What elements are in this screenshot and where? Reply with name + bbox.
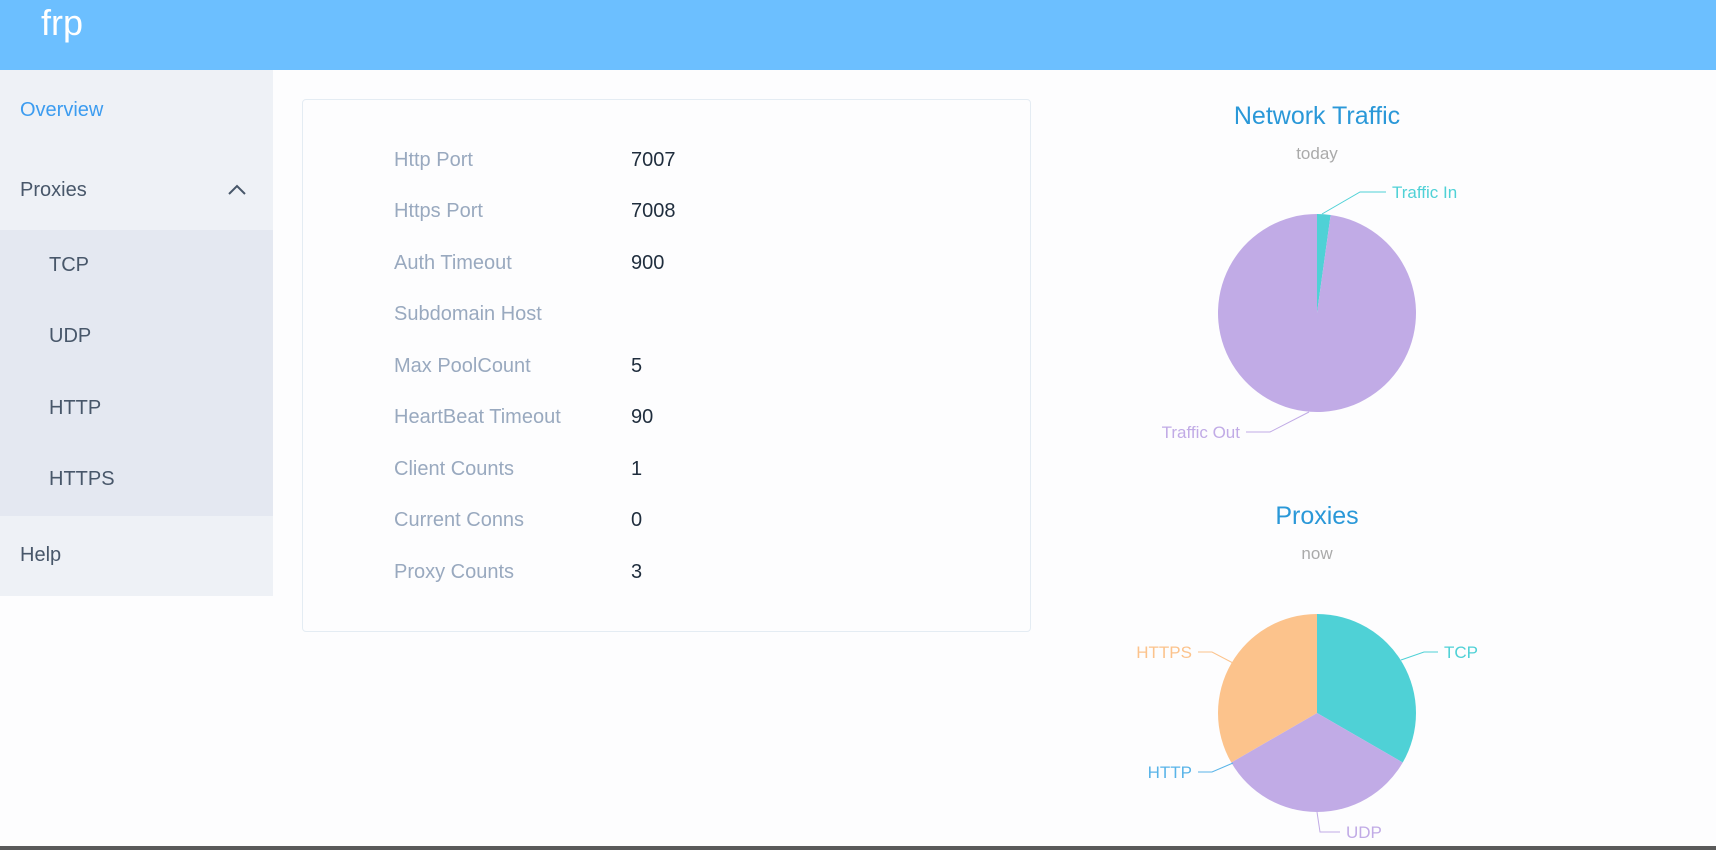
pie-slice-tcp[interactable] (1317, 614, 1417, 763)
pie-label-traffic-in: Traffic In (1392, 183, 1457, 202)
info-label: Max PoolCount (394, 355, 531, 377)
top-navbar: frp (0, 0, 1716, 70)
sidebar-item-proxies[interactable]: Proxies (0, 154, 273, 226)
server-info-card: Http Port 7007 Https Port 7008 Auth Time… (302, 99, 1031, 632)
info-row-https-port: Https Port 7008 (303, 200, 1032, 230)
info-label: Auth Timeout (394, 252, 512, 274)
proxies-submenu: TCP UDP HTTP HTTPS (0, 230, 273, 516)
pie-label-line-tcp (1400, 651, 1438, 661)
info-row-max-poolcount: Max PoolCount 5 (303, 355, 1032, 385)
pie-label-https: HTTPS (1136, 643, 1192, 662)
sidebar-item-proxies-label: Proxies (20, 178, 87, 201)
sidebar-item-https[interactable]: HTTPS (49, 468, 115, 490)
pie-label-line-traffic-out (1246, 411, 1310, 433)
bottom-divider (0, 846, 1716, 850)
info-value: 7008 (631, 200, 676, 222)
info-row-heartbeat-timeout: HeartBeat Timeout 90 (303, 406, 1032, 436)
info-value: 5 (631, 355, 643, 377)
info-label: Https Port (394, 200, 483, 222)
info-label: HeartBeat Timeout (394, 406, 561, 428)
sidebar-item-tcp[interactable]: TCP (49, 254, 89, 276)
info-row-auth-timeout: Auth Timeout 900 (303, 252, 1032, 282)
sidebar-item-udp[interactable]: UDP (49, 325, 92, 347)
pie-label-traffic-out: Traffic Out (1162, 423, 1241, 442)
proxies-chart-title: Proxies (1275, 502, 1359, 530)
info-value: 0 (631, 509, 643, 531)
info-row-subdomain-host: Subdomain Host (303, 303, 1032, 333)
pie-slice-traffic-in[interactable] (1317, 214, 1331, 313)
info-value: 3 (631, 561, 643, 583)
pie-slice-https[interactable] (1218, 614, 1317, 763)
pie-label-line-http (1198, 762, 1234, 773)
pie-label-udp: UDP (1346, 823, 1382, 842)
sidebar-item-help[interactable]: Help (20, 543, 62, 566)
info-row-http-port: Http Port 7007 (303, 149, 1032, 179)
info-row-proxy-counts: Proxy Counts 3 (303, 561, 1032, 591)
chevron-up-icon (228, 184, 246, 195)
proxies-chart-subtitle: now (1301, 544, 1333, 563)
sidebar-item-http[interactable]: HTTP (49, 397, 102, 419)
traffic-chart-subtitle: today (1296, 144, 1338, 163)
sidebar: Overview Proxies TCP UDP HTTP HTTPS Help (0, 70, 273, 596)
info-value: 7007 (631, 149, 676, 171)
pie-label-http: HTTP (1148, 763, 1192, 782)
info-label: Client Counts (394, 458, 515, 480)
sidebar-item-overview[interactable]: Overview (20, 98, 104, 121)
info-value: 900 (631, 252, 665, 274)
info-label: Http Port (394, 149, 473, 171)
info-value: 1 (631, 458, 643, 480)
pie-label-line-udp (1316, 811, 1340, 833)
info-row-client-counts: Client Counts 1 (303, 458, 1032, 488)
info-row-current-conns: Current Conns 0 (303, 509, 1032, 539)
pie-label-line-https (1198, 651, 1234, 664)
info-value: 90 (631, 406, 654, 428)
info-label: Proxy Counts (394, 561, 515, 583)
pie-slice-traffic-out[interactable] (1218, 214, 1416, 412)
traffic-chart-title: Network Traffic (1233, 102, 1401, 130)
pie-label-tcp: TCP (1444, 643, 1478, 662)
info-label: Subdomain Host (394, 303, 542, 325)
brand-logo-text[interactable]: frp (41, 2, 84, 43)
pie-label-line-traffic-in (1321, 191, 1386, 215)
info-label: Current Conns (394, 509, 525, 531)
